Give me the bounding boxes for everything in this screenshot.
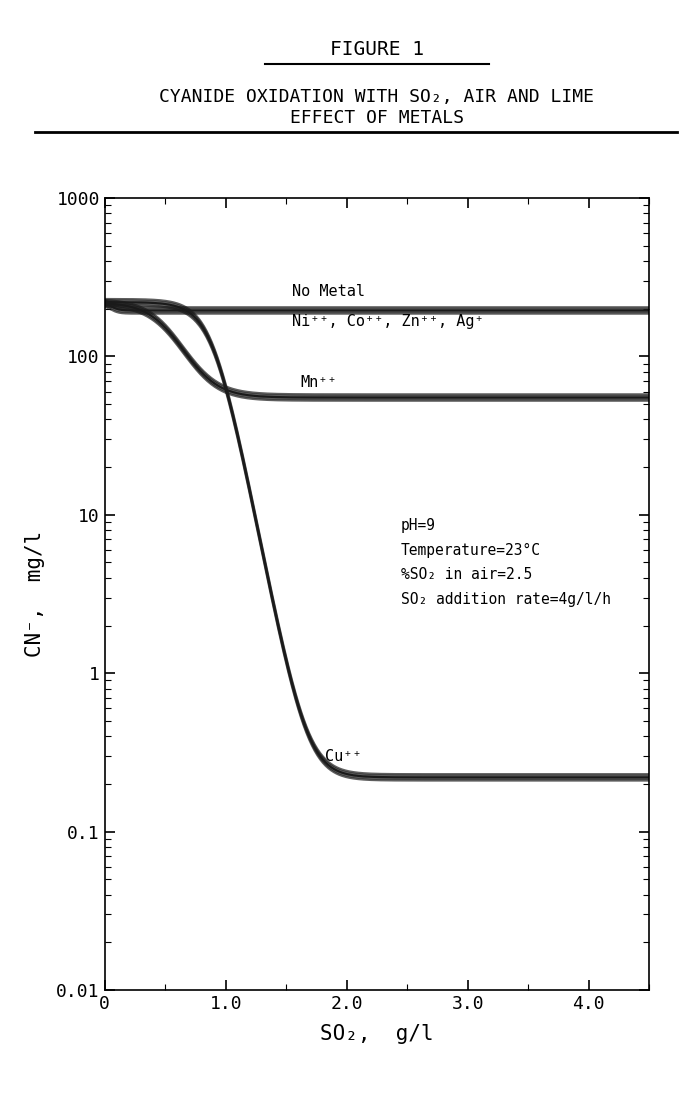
Text: CYANIDE OXIDATION WITH SO₂, AIR AND LIME: CYANIDE OXIDATION WITH SO₂, AIR AND LIME — [159, 88, 595, 106]
Text: Mn⁺⁺: Mn⁺⁺ — [301, 375, 337, 390]
Text: Cu⁺⁺: Cu⁺⁺ — [325, 748, 362, 763]
X-axis label: SO₂,  g/l: SO₂, g/l — [320, 1024, 433, 1044]
Text: Ni⁺⁺, Co⁺⁺, Zn⁺⁺, Ag⁺: Ni⁺⁺, Co⁺⁺, Zn⁺⁺, Ag⁺ — [292, 315, 484, 329]
Text: FIGURE 1: FIGURE 1 — [330, 40, 424, 59]
Text: EFFECT OF METALS: EFFECT OF METALS — [290, 109, 464, 126]
Y-axis label: CN⁻,  mg/l: CN⁻, mg/l — [25, 531, 45, 657]
Text: No Metal: No Metal — [292, 284, 365, 299]
Text: pH=9
Temperature=23°C
%SO₂ in air=2.5
SO₂ addition rate=4g/l/h: pH=9 Temperature=23°C %SO₂ in air=2.5 SO… — [401, 518, 611, 607]
